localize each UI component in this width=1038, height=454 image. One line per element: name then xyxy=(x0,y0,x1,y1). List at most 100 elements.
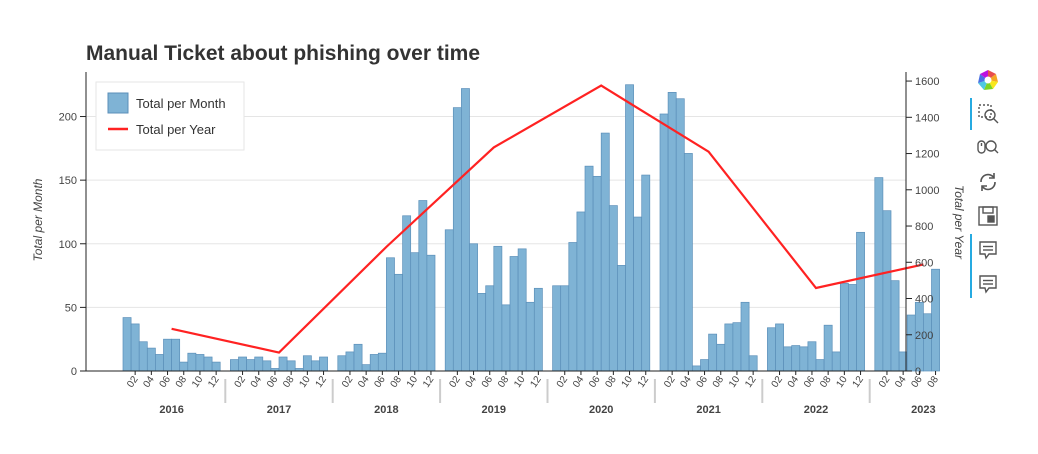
bar[interactable] xyxy=(501,304,511,372)
box-zoom-icon[interactable] xyxy=(976,102,1000,126)
bar[interactable] xyxy=(211,361,221,372)
bar[interactable] xyxy=(146,347,156,372)
bar[interactable] xyxy=(617,265,626,372)
bar[interactable] xyxy=(485,285,495,372)
bar[interactable] xyxy=(353,343,363,372)
bar[interactable] xyxy=(345,351,355,372)
bar[interactable] xyxy=(179,361,189,372)
yearly-total-point[interactable] xyxy=(384,245,388,249)
bar[interactable] xyxy=(525,301,535,372)
bar[interactable] xyxy=(426,254,436,372)
bar[interactable] xyxy=(461,88,470,372)
bar[interactable] xyxy=(246,359,256,372)
bar[interactable] xyxy=(856,231,865,372)
bar[interactable] xyxy=(130,323,140,372)
bar[interactable] xyxy=(155,354,164,372)
save-icon[interactable] xyxy=(976,204,1000,228)
bar[interactable] xyxy=(600,132,610,372)
bar[interactable] xyxy=(452,107,462,372)
bar[interactable] xyxy=(394,273,403,372)
bar[interactable] xyxy=(286,360,296,372)
bar[interactable] xyxy=(708,333,718,372)
bar[interactable] xyxy=(683,153,693,372)
bar[interactable] xyxy=(659,113,669,372)
bar[interactable] xyxy=(493,245,503,372)
bar[interactable] xyxy=(377,352,387,372)
bar[interactable] xyxy=(791,345,801,372)
bar[interactable] xyxy=(625,84,634,372)
bar[interactable] xyxy=(163,338,172,372)
bar[interactable] xyxy=(633,216,643,372)
bar[interactable] xyxy=(724,323,734,372)
bar[interactable] xyxy=(122,317,132,372)
bar[interactable] xyxy=(783,346,793,372)
bar[interactable] xyxy=(923,313,932,372)
bar[interactable] xyxy=(848,284,857,372)
bar[interactable] xyxy=(509,256,519,372)
bar[interactable] xyxy=(748,355,758,372)
bar[interactable] xyxy=(890,280,900,372)
bar[interactable] xyxy=(238,356,247,372)
bar[interactable] xyxy=(230,359,239,372)
bar[interactable] xyxy=(740,301,750,372)
bar[interactable] xyxy=(418,200,428,372)
bar[interactable] xyxy=(839,282,849,372)
bar[interactable] xyxy=(882,210,892,372)
bar[interactable] xyxy=(667,92,677,372)
yearly-total-point[interactable] xyxy=(599,84,603,88)
yearly-total-point[interactable] xyxy=(277,351,281,355)
bar[interactable] xyxy=(568,242,578,372)
bar[interactable] xyxy=(576,211,586,372)
bar[interactable] xyxy=(319,356,328,372)
bar[interactable] xyxy=(700,359,709,372)
bar[interactable] xyxy=(675,98,685,372)
bar[interactable] xyxy=(203,356,213,372)
bar[interactable] xyxy=(807,341,817,372)
bar[interactable] xyxy=(477,293,487,372)
bar[interactable] xyxy=(823,324,833,372)
bar[interactable] xyxy=(560,285,570,372)
bar[interactable] xyxy=(815,359,825,372)
bar[interactable] xyxy=(171,338,181,372)
bar[interactable] xyxy=(369,354,379,372)
bar[interactable] xyxy=(799,346,809,372)
bar[interactable] xyxy=(469,243,478,372)
bar[interactable] xyxy=(831,351,841,372)
hover-icon[interactable] xyxy=(976,238,1000,262)
bar[interactable] xyxy=(278,356,288,372)
bar[interactable] xyxy=(906,314,916,372)
bar[interactable] xyxy=(608,205,618,372)
bar[interactable] xyxy=(386,257,395,372)
bar[interactable] xyxy=(195,354,205,372)
bar[interactable] xyxy=(311,360,320,372)
bar[interactable] xyxy=(732,322,742,372)
bar[interactable] xyxy=(444,229,454,372)
bar[interactable] xyxy=(262,360,272,372)
yearly-total-point[interactable] xyxy=(492,145,496,149)
bar[interactable] xyxy=(584,165,594,372)
bar[interactable] xyxy=(775,323,784,372)
bar[interactable] xyxy=(187,352,197,372)
bar[interactable] xyxy=(517,248,527,372)
bar[interactable] xyxy=(692,365,701,372)
bokeh-logo-icon[interactable] xyxy=(976,68,1000,92)
bar[interactable] xyxy=(302,355,312,372)
yearly-total-point[interactable] xyxy=(170,327,174,331)
bar[interactable] xyxy=(641,174,651,372)
hover-icon-2[interactable] xyxy=(976,272,1000,296)
bar[interactable] xyxy=(552,285,562,372)
bar[interactable] xyxy=(138,341,148,372)
reset-icon[interactable] xyxy=(976,170,1000,194)
bar[interactable] xyxy=(767,327,776,372)
wheel-zoom-icon[interactable] xyxy=(976,136,1000,160)
yearly-total-point[interactable] xyxy=(707,150,711,154)
bar[interactable] xyxy=(254,356,264,372)
bar[interactable] xyxy=(337,355,347,372)
bar[interactable] xyxy=(716,343,726,372)
bar[interactable] xyxy=(533,287,543,372)
bar[interactable] xyxy=(931,268,940,372)
bar[interactable] xyxy=(402,215,412,372)
yearly-total-point[interactable] xyxy=(814,286,818,290)
bar[interactable] xyxy=(410,252,420,372)
bar[interactable] xyxy=(361,364,371,372)
